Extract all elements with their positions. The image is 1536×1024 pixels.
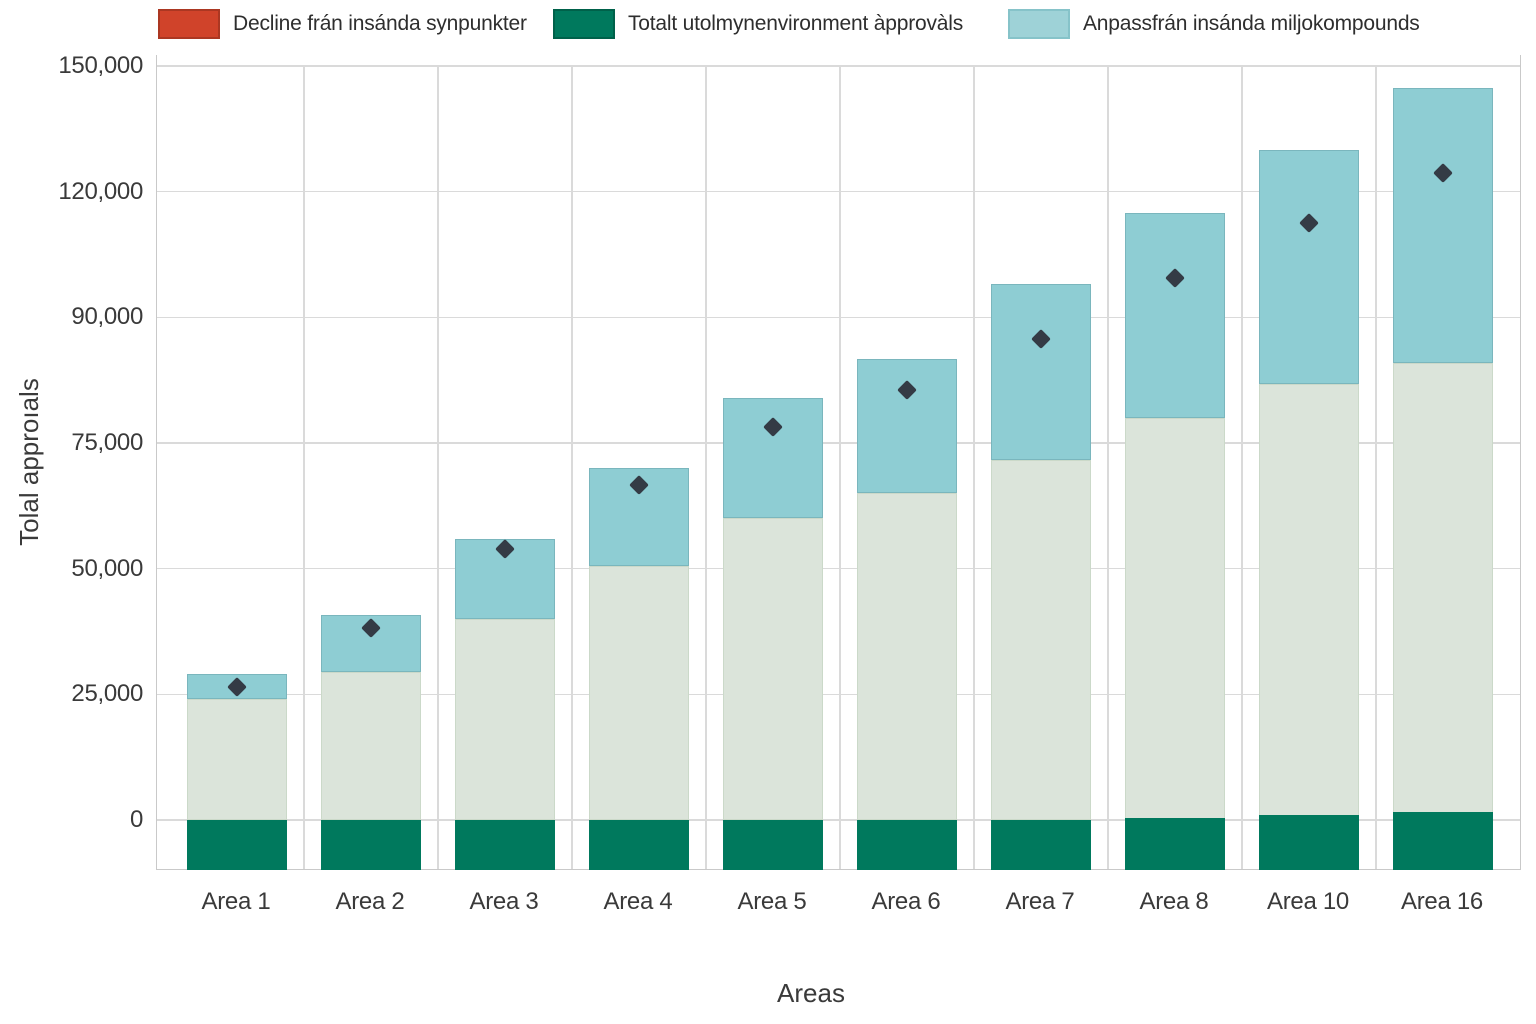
bar-green-segment [321,820,421,870]
bar-blue-segment [321,615,421,672]
x-gridline [437,66,439,869]
bar-base-segment [1259,384,1359,820]
x-gridline [1241,66,1243,869]
bar-green-segment [857,820,957,870]
legend-item: Anpassfrán insánda miljokompounds [1008,8,1420,40]
bar-base-segment [187,699,287,820]
y-tick-label: 50,000 [71,554,143,582]
bar-base-segment [1125,417,1225,820]
legend-label: Anpassfrán insánda miljokompounds [1083,12,1420,35]
x-tick-label: Area 7 [1005,888,1075,915]
bar-green-segment [991,820,1091,870]
bar-green-segment [1259,814,1359,870]
x-tick-label: Area 1 [201,888,271,915]
y-gridline [157,442,1520,444]
y-tick-label: 120,000 [58,177,143,205]
bar-blue-segment [1259,149,1359,385]
bar-green-segment [455,820,555,870]
x-tick-label: Area 4 [603,888,673,915]
x-gridline [571,66,573,869]
bar-base-segment [1393,362,1493,820]
bar-base-segment [857,493,957,820]
x-tick-label: Area 5 [737,888,807,915]
y-gridline [157,567,1520,570]
bar-green-segment [589,820,689,870]
bar-blue-segment [991,283,1091,461]
x-gridline [973,66,975,869]
bar-base-segment [321,671,421,820]
x-tick-label: Area 16 [1401,888,1483,915]
x-gridline [1375,66,1377,869]
legend-label: Decline frán insánda synpunkter [233,12,527,35]
y-tick-label: 150,000 [58,52,143,79]
x-tick-label: Area 3 [469,888,539,915]
x-gridline [705,66,707,869]
legend-swatch [158,9,220,39]
x-axis-title: Areas [777,978,845,1008]
bar-blue-segment [723,397,823,519]
bar-blue-segment [857,359,957,494]
bar-blue-segment [1125,212,1225,418]
bar-blue-segment [1393,87,1493,363]
bar-green-segment [1125,818,1225,870]
legend-item: Decline frán insánda synpunkter [158,8,527,40]
x-gridline [1107,66,1109,869]
y-gridline [157,819,1520,821]
y-axis-title: Tolal approıals [14,378,44,546]
y-gridline [157,190,1520,193]
y-gridline [157,65,1520,67]
legend-label: Totalt utolmynenvironment àpprovàls [628,12,964,35]
y-gridline [157,316,1520,319]
x-tick-label: Area 6 [871,888,941,915]
bar-base-segment [991,460,1091,820]
bar-base-segment [455,618,555,820]
bar-green-segment [187,820,287,870]
y-tick-label: 0 [129,806,143,833]
y-tick-label: 90,000 [71,303,143,331]
y-gridline [157,693,1520,696]
legend-swatch [1008,9,1070,39]
y-tick-label: 75,000 [71,429,143,456]
x-tick-label: Area 8 [1139,888,1209,915]
plot-area [156,55,1521,870]
bar-base-segment [589,565,689,820]
bar-green-segment [723,820,823,870]
x-gridline [303,66,305,869]
y-tick-label: 25,000 [71,680,143,708]
bar-base-segment [723,518,823,820]
bar-green-segment [1393,812,1493,870]
x-tick-label: Area 2 [335,888,405,915]
legend-swatch [553,9,615,39]
x-tick-label: Area 10 [1267,888,1349,915]
x-gridline [839,66,841,869]
legend-item: Totalt utolmynenvironment àpprovàls [553,8,963,40]
